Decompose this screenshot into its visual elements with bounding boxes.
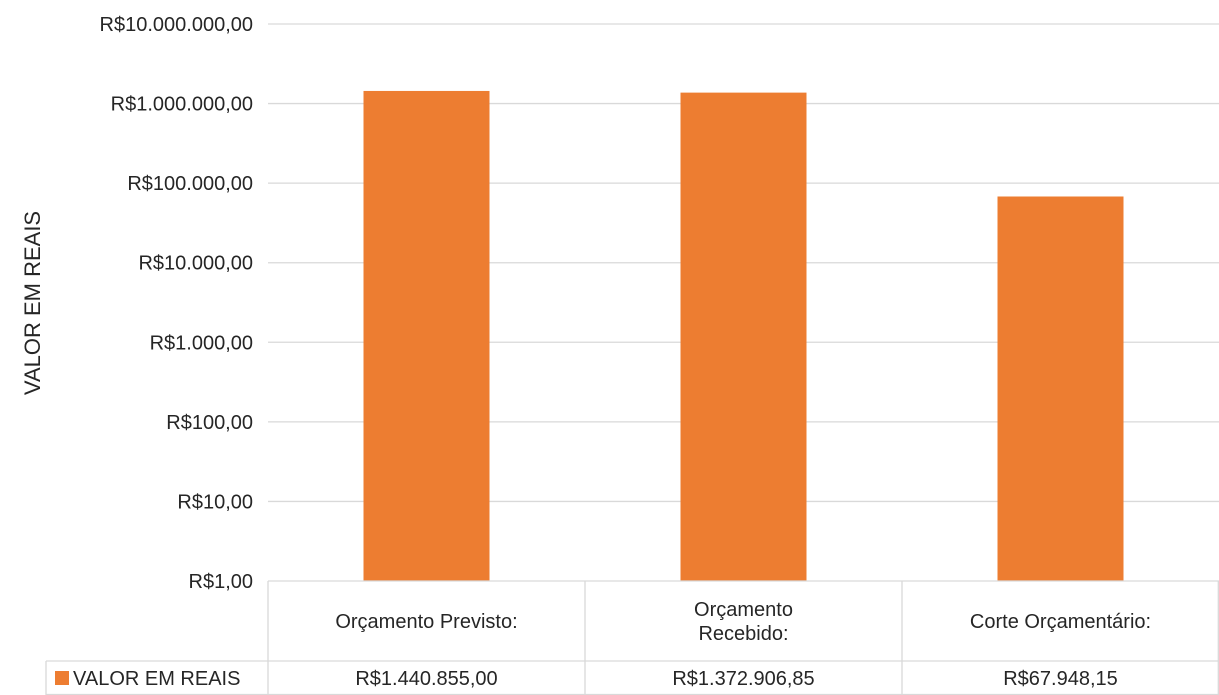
data-label: R$1.372.906,85 (672, 668, 814, 690)
y-axis-ticks: R$10.000.000,00 R$1.000.000,00 R$100.000,0… (100, 14, 253, 593)
legend-swatch (55, 671, 69, 685)
category-label: Orçamento (694, 599, 793, 621)
legend-label: VALOR EM REAIS (73, 668, 240, 690)
y-tick-label: R$1.000.000,00 (111, 94, 253, 116)
bar (997, 196, 1124, 582)
y-tick-label: R$100,00 (166, 412, 253, 434)
data-label: R$1.440.855,00 (355, 668, 497, 690)
category-label: Recebido: (698, 623, 788, 645)
y-tick-label: R$10.000,00 (138, 253, 253, 275)
bars (363, 90, 1124, 582)
category-label: Corte Orçamentário: (970, 611, 1151, 633)
y-tick-label: R$100.000,00 (127, 173, 253, 195)
data-label: R$67.948,15 (1003, 668, 1118, 690)
bar (680, 92, 807, 581)
y-tick-label: R$1.000,00 (150, 332, 253, 354)
y-tick-label: R$1,00 (189, 571, 254, 593)
y-tick-label: R$10.000.000,00 (100, 14, 253, 36)
category-label: Orçamento Previsto: (335, 611, 517, 633)
bar (363, 90, 490, 582)
y-tick-label: R$10,00 (177, 491, 253, 513)
y-axis-title: VALOR EM REAIS (20, 211, 45, 395)
